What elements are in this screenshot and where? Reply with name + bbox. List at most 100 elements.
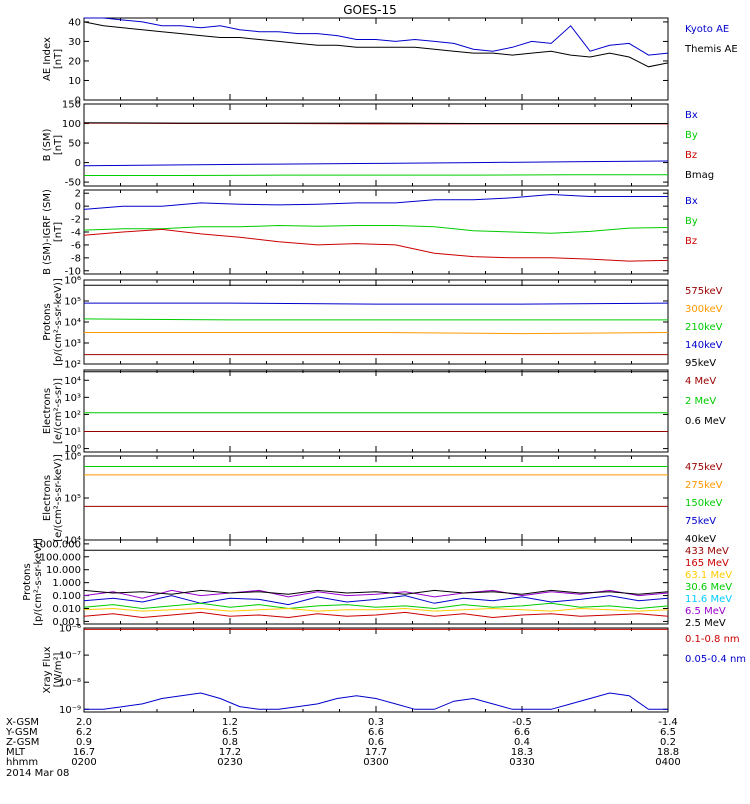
y-tick-label: -8 [71,253,81,264]
ephemeris-value: 6.6 [514,727,530,738]
panel-frame [83,369,669,453]
ephemeris-value: 18.8 [657,747,679,758]
y-tick-label: 10³ [64,339,81,350]
y-axis-label: [p/(cm²-s-sr-keV)] [53,278,64,366]
ephemeris-value: 0.8 [222,737,238,748]
y-tick-label: -50 [65,178,81,189]
y-tick-label: 30 [68,37,81,48]
series-line-2-5-mev [83,589,669,595]
y-tick-label: 10⁴ [64,318,81,329]
y-tick-label: 0 [75,96,81,107]
ephemeris-value: 0.3 [368,717,384,728]
legend-label: 4 MeV [685,376,716,387]
y-tick-label: 10³ [64,393,81,404]
series-line-0-05-0-4-nm [84,692,668,710]
ephemeris-value: -0.5 [512,717,532,728]
y-tick-label: 2 [75,189,81,200]
series-line-themis-ae [83,21,669,68]
ephemeris-value: 6.5 [660,727,676,738]
panel-3: 2 0 -2 -4-6 -8 -10 B (SM)-IGRF (SM) [nT] Bx By Bz [42,189,698,278]
ephemeris-label: Z-GSM [6,737,39,748]
legend-label: Bz [685,236,697,247]
ephemeris-value: 0200 [71,757,96,768]
legend-label: 300keV [685,304,723,315]
series-line-by [83,224,669,234]
y-tick-label: 40 [68,17,81,28]
y-tick-label: 10⁻⁶ [59,624,81,635]
y-tick-label: 10⁵ [64,494,81,505]
series-line-165-mev [83,611,669,619]
legend-label: 6.5 MeV [685,606,726,617]
y-tick-label: 10¹ [64,427,81,438]
y-tick-label: 150 [62,100,81,111]
panel-7: 1000.000 100.000 10.000 1.000 0.100 0.010 0.00… [22,538,732,629]
ephemeris-value: 6.2 [76,727,92,738]
y-axis-label: [e/(cm²-s-sr-keV)] [53,454,64,542]
legend-label: Bx [685,196,698,207]
ephemeris-value: 2.0 [76,717,92,728]
y-axis-label: Protons [22,563,33,600]
y-axis-label: AE Index [42,37,53,81]
legend-label: 40keV [685,534,716,545]
legend-label: Themis AE [684,44,738,55]
panel-8: 10⁻⁶ 10⁻⁷ 10⁻⁸ 10⁻⁹ Xray Flux [W/m²] 0.1-0.8 n… [42,624,746,716]
y-tick-label: 0 [75,202,81,213]
series-line-bz [83,228,669,262]
y-axis-label: [nT] [53,222,64,242]
legend-label: 275keV [685,480,723,491]
panel-frame [83,539,669,625]
legend-label: By [685,216,698,227]
ephemeris-value: 0.6 [368,737,384,748]
y-axis-label: B (SM)-IGRF (SM) [42,189,53,275]
y-axis-label: Xray Flux [42,646,53,693]
ephemeris-value: 6.6 [368,727,384,738]
panel-frame [83,627,669,713]
y-axis-label: Electrons [42,388,53,434]
legend-label: 140keV [685,340,723,351]
y-tick-label: 0.001 [52,617,81,628]
ephemeris-value: 0300 [363,757,388,768]
y-tick-label: 100 [62,119,81,130]
y-axis-label: [W/m²] [53,652,64,687]
ephemeris-value: 0400 [655,757,680,768]
ephemeris-label: X-GSM [6,717,39,728]
legend-label: Bz [685,150,697,161]
series-line-bmag [83,122,668,124]
legend-label: 150keV [685,498,723,509]
y-tick-label: 10⁻⁸ [59,678,81,689]
legend-label: 30.6 MeV [685,582,732,593]
ephemeris-value: 0.2 [660,737,676,748]
panel-6: 10⁶ 10⁵ 10⁴ Electrons [e/(cm²-s-sr-keV)] 475k… [42,452,723,547]
series-line-30-6-mev [83,602,669,610]
series-line-6-5-mev [83,589,669,599]
ephemeris-value: 0.4 [514,737,530,748]
series-line-11-6-mev [83,595,669,606]
legend-label: 11.6 MeV [685,594,732,605]
panel-2: 150 100 50 0 -50 B (SM) [nT] Bx By Bz Bmag [42,100,714,189]
series-line-by [84,174,668,176]
y-axis-label: Electrons [42,475,53,521]
ephemeris-value: 1.2 [222,717,238,728]
y-tick-label: 1000.000 [33,539,81,550]
ephemeris-table: X-GSM 2.0 1.2 0.3 -0.5 -1.4 Y-GSM 6.2 6.5 6.6 6.6 6… [5,717,681,768]
y-tick-label: 50 [68,139,81,150]
legend-label: 433 MeV [685,546,729,557]
series-line-210kev [83,318,668,321]
ephemeris-value: 16.7 [73,747,95,758]
legend-label: 165 MeV [685,558,729,569]
y-tick-label: 1.000 [52,578,81,589]
y-tick-label: 10⁵ [64,297,81,308]
y-tick-label: 10⁴ [64,536,81,547]
y-tick-label: 0 [75,158,81,169]
y-axis-label: [nT] [53,49,64,69]
legend-label: 475keV [685,462,723,473]
ephemeris-value: 0330 [509,757,534,768]
legend-label: 95keV [685,358,716,369]
legend-label: 2 MeV [685,396,716,407]
series-line-kyoto-ae [84,17,669,56]
legend-label: 63.1 MeV [685,570,732,581]
legend-label: Kyoto AE [685,24,729,35]
legend-label: 0.05-0.4 nm [685,654,746,665]
